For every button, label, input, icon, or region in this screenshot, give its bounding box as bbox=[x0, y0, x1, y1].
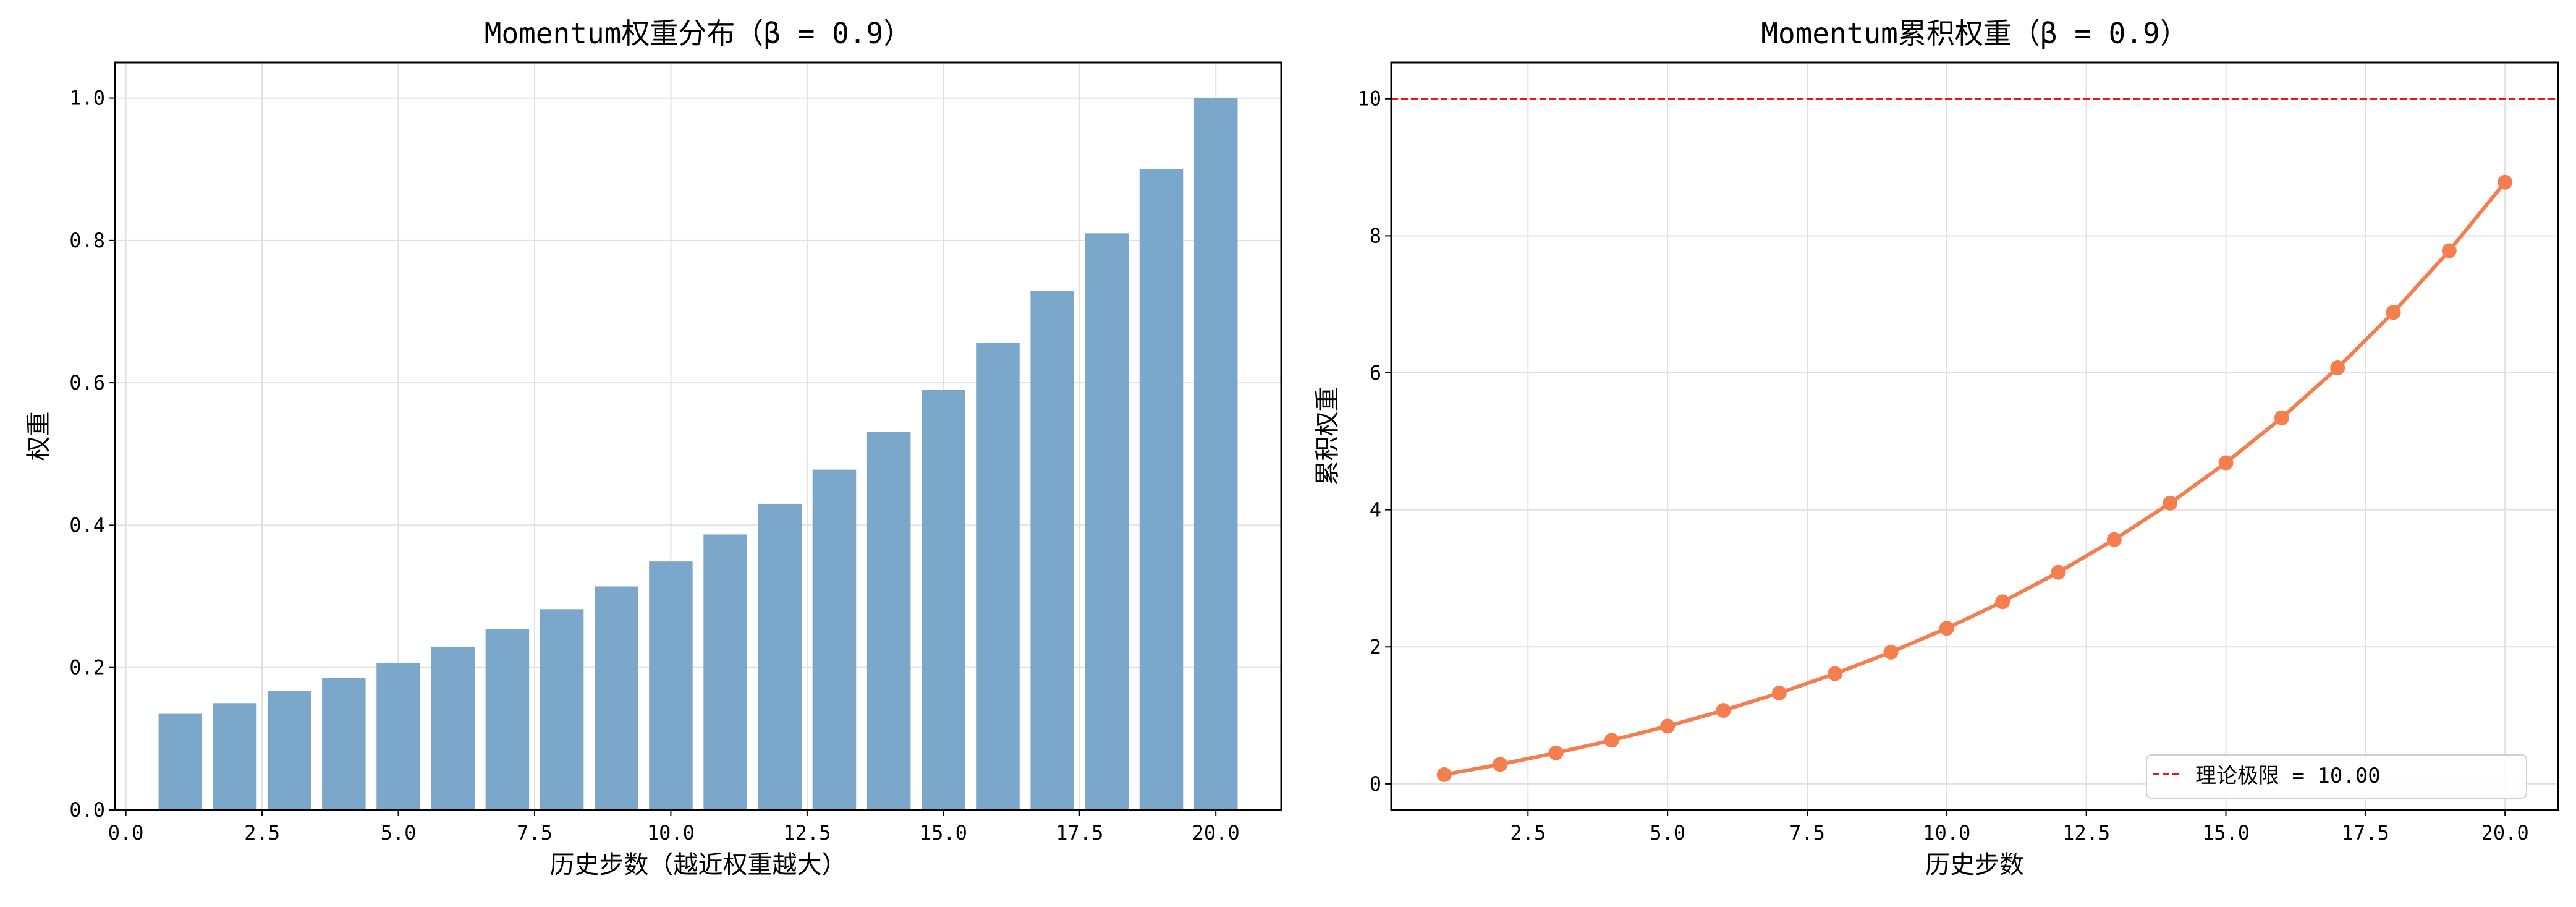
data-point bbox=[2106, 532, 2122, 547]
x-tick-label: 20.0 bbox=[1192, 821, 1240, 845]
bar bbox=[758, 503, 802, 810]
x-tick-label: 7.5 bbox=[1789, 821, 1825, 845]
x-tick-label: 10.0 bbox=[647, 821, 695, 845]
x-tick-label: 15.0 bbox=[920, 821, 967, 845]
bar bbox=[158, 713, 203, 810]
data-point bbox=[2163, 495, 2178, 511]
data-point bbox=[1660, 718, 1676, 734]
y-tick-label: 1.0 bbox=[69, 87, 105, 110]
bar bbox=[976, 343, 1020, 810]
x-axis-label: 历史步数 bbox=[1925, 851, 2024, 879]
data-point bbox=[1493, 757, 1508, 772]
data-point bbox=[2386, 305, 2401, 320]
axes-frame bbox=[1390, 61, 2559, 811]
x-tick-label: 5.0 bbox=[381, 821, 417, 845]
y-tick-label: 4 bbox=[1370, 498, 1381, 522]
y-tick-label: 8 bbox=[1370, 224, 1381, 247]
chart-title: Momentum累积权重（β = 0.9） bbox=[1761, 17, 2188, 50]
data-point bbox=[1995, 594, 2010, 610]
bar bbox=[540, 609, 584, 810]
legend: 理论极限 = 10.00 bbox=[2146, 754, 2527, 799]
bar bbox=[866, 432, 911, 810]
legend-box bbox=[2146, 754, 2527, 799]
data-point bbox=[1716, 703, 1731, 718]
bar bbox=[485, 629, 530, 810]
data-point bbox=[2330, 360, 2345, 376]
legend-label: 理论极限 = 10.00 bbox=[2195, 764, 2381, 788]
bar bbox=[1030, 291, 1074, 810]
x-tick-label: 10.0 bbox=[1923, 821, 1970, 845]
x-tick-label: 2.5 bbox=[244, 821, 280, 845]
data-point bbox=[2051, 564, 2066, 580]
chart-cumulative: 2.5 5.0 7.5 10.0 12.5 15.0 17.5 20.0 0 2 4 6 8 10 理论极限… bbox=[1313, 17, 2559, 879]
bar bbox=[594, 586, 638, 810]
bar bbox=[1085, 233, 1129, 810]
y-tick-label: 0.6 bbox=[69, 371, 105, 394]
data-point bbox=[2498, 174, 2513, 190]
data-point bbox=[1548, 745, 1564, 760]
axes-frame bbox=[114, 61, 1282, 811]
x-tick-label: 12.5 bbox=[783, 821, 831, 845]
bar bbox=[922, 390, 965, 810]
data-point bbox=[2218, 455, 2234, 471]
x-tick-label: 7.5 bbox=[517, 821, 553, 845]
bar bbox=[267, 691, 311, 810]
y-axis-label: 累积权重 bbox=[1313, 387, 1342, 486]
y-tick-label: 6 bbox=[1370, 361, 1381, 385]
x-tick-label: 12.5 bbox=[2062, 821, 2110, 845]
x-tick-label: 2.5 bbox=[1510, 821, 1546, 845]
x-axis-label: 历史步数（越近权重越大） bbox=[550, 851, 847, 879]
x-tick-label: 0.0 bbox=[108, 821, 144, 845]
y-tick-label: 2 bbox=[1370, 635, 1381, 658]
y-tick-label: 0.0 bbox=[69, 798, 105, 822]
data-point bbox=[1771, 685, 1787, 700]
data-point bbox=[1939, 621, 1954, 636]
bar bbox=[1139, 169, 1184, 810]
bar bbox=[649, 561, 693, 810]
x-tick-label: 17.5 bbox=[2342, 821, 2389, 845]
data-point bbox=[1604, 733, 1619, 748]
data-point bbox=[2274, 410, 2289, 425]
x-tick-label: 20.0 bbox=[2481, 821, 2529, 845]
x-tick-label: 5.0 bbox=[1650, 821, 1685, 845]
bar bbox=[213, 703, 257, 810]
y-tick-label: 0.8 bbox=[69, 229, 105, 252]
data-point bbox=[1883, 644, 1899, 660]
bar bbox=[812, 469, 857, 810]
y-tick-label: 0 bbox=[1370, 772, 1381, 796]
y-tick-label: 10 bbox=[1357, 87, 1381, 111]
y-tick-label: 0.2 bbox=[69, 656, 105, 679]
chart-title: Momentum权重分布（β = 0.9） bbox=[485, 17, 912, 50]
bar bbox=[703, 534, 747, 810]
y-axis-label: 权重 bbox=[25, 412, 53, 461]
data-point bbox=[2441, 243, 2457, 258]
y-tick-label: 0.4 bbox=[69, 513, 105, 537]
x-tick-label: 15.0 bbox=[2202, 821, 2250, 845]
bar bbox=[322, 678, 366, 810]
bar bbox=[376, 663, 420, 810]
data-point bbox=[1828, 666, 1843, 681]
x-tick-label: 17.5 bbox=[1056, 821, 1103, 845]
bar bbox=[431, 647, 475, 810]
cumulative-line bbox=[1444, 181, 2507, 777]
bar bbox=[1193, 98, 1238, 811]
data-point bbox=[1436, 767, 1452, 782]
chart-weights: 0.0 2.5 5.0 7.5 10.0 12.5 15.0 17.5 20.0 0.0 0.2 0.… bbox=[25, 17, 1282, 879]
